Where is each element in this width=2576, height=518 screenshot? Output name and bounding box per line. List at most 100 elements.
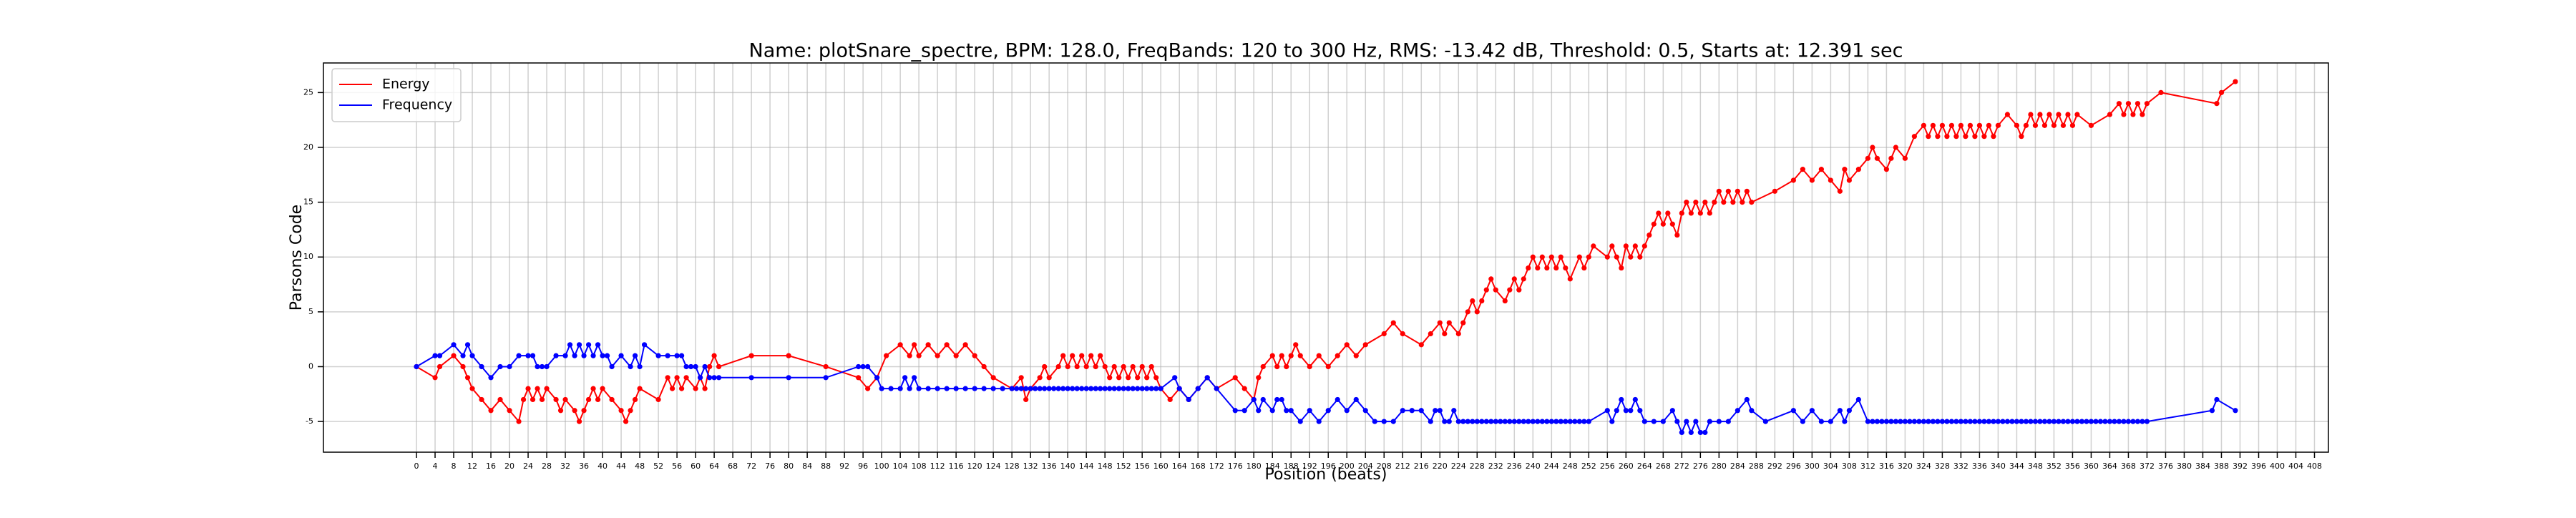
point-marker [1725, 188, 1731, 194]
point-marker [1083, 363, 1089, 370]
point-marker [1446, 320, 1452, 326]
point-marker [1390, 320, 1396, 326]
point-marker [1437, 320, 1443, 326]
point-marker [888, 386, 894, 391]
point-marker [1521, 276, 1526, 282]
point-marker [1344, 342, 1350, 348]
point-marker [972, 386, 977, 391]
point-marker [1307, 363, 1312, 370]
point-marker [944, 342, 950, 348]
point-marker [1256, 408, 1262, 414]
point-marker [1474, 309, 1480, 315]
point-marker [1948, 419, 1955, 424]
point-marker [1502, 298, 1508, 304]
point-marker [1065, 363, 1070, 370]
point-marker [674, 353, 680, 358]
point-marker [1907, 419, 1913, 424]
x-tick-label: 252 [1581, 461, 1596, 471]
x-tick-label: 348 [2028, 461, 2043, 471]
point-marker [1944, 134, 1950, 140]
point-marker [535, 386, 540, 391]
x-tick-label: 268 [1656, 461, 1671, 471]
point-marker [1307, 408, 1312, 414]
point-marker [1674, 419, 1680, 424]
point-marker [748, 353, 754, 358]
x-tick-label: 20 [504, 461, 514, 471]
x-tick-label: 28 [542, 461, 552, 471]
point-marker [1581, 265, 1587, 271]
point-marker [1842, 419, 1848, 424]
point-marker [702, 363, 708, 370]
x-tick-label: 168 [1191, 461, 1206, 471]
point-marker [1269, 353, 1275, 358]
point-marker [716, 363, 722, 370]
point-marker [1511, 276, 1517, 282]
point-marker [1586, 254, 1591, 260]
point-marker [1567, 419, 1573, 424]
point-marker [1535, 265, 1541, 271]
point-marker [1474, 419, 1480, 424]
point-marker [2056, 112, 2062, 117]
point-marker [1874, 419, 1880, 424]
x-tick-label: 324 [1916, 461, 1931, 471]
point-marker [1507, 287, 1513, 293]
x-tick-label: 92 [839, 461, 849, 471]
x-tick-label: 44 [616, 461, 626, 471]
point-marker [1498, 419, 1503, 424]
point-marker [1809, 177, 1815, 183]
point-marker [1544, 419, 1550, 424]
point-marker [1972, 419, 1978, 424]
point-marker [1037, 375, 1043, 381]
point-marker [1135, 375, 1141, 381]
point-marker [1707, 210, 1712, 216]
point-marker [884, 353, 889, 358]
point-marker [539, 363, 545, 370]
point-marker [581, 408, 587, 414]
point-marker [693, 363, 698, 370]
x-axis-label: Position (beats) [1265, 466, 1387, 484]
point-marker [432, 353, 438, 358]
point-marker [1581, 419, 1587, 424]
x-tick-label: 360 [2084, 461, 2099, 471]
point-marker [488, 408, 494, 414]
point-marker [1409, 408, 1415, 414]
point-marker [665, 353, 670, 358]
point-marker [907, 386, 912, 391]
point-marker [2028, 112, 2034, 117]
point-marker [1879, 419, 1885, 424]
x-tick-label: 320 [1898, 461, 1913, 471]
point-marker [520, 396, 527, 403]
point-marker [1930, 122, 1936, 128]
point-marker [1548, 254, 1554, 260]
point-marker [2121, 112, 2127, 117]
point-marker [585, 396, 592, 403]
point-marker [1604, 254, 1610, 260]
x-tick-label: 164 [1172, 461, 1187, 471]
point-marker [1986, 419, 1992, 424]
x-tick-label: 288 [1749, 461, 1764, 471]
point-marker [1725, 419, 1731, 424]
point-marker [1558, 419, 1563, 424]
point-marker [1553, 265, 1559, 271]
point-marker [981, 386, 987, 391]
point-marker [1093, 386, 1098, 391]
point-marker [1828, 177, 1833, 183]
point-marker [1446, 419, 1452, 424]
point-marker [1944, 419, 1950, 424]
point-marker [1591, 243, 1596, 249]
x-tick-label: 216 [1414, 461, 1429, 471]
x-tick-label: 212 [1395, 461, 1410, 471]
x-tick-label: 148 [1098, 461, 1113, 471]
point-marker [1353, 353, 1359, 358]
point-marker [1144, 386, 1150, 391]
point-marker [1455, 331, 1461, 337]
x-tick-label: 296 [1786, 461, 1801, 471]
point-marker [856, 375, 862, 381]
point-marker [1953, 134, 1959, 140]
point-marker [1018, 386, 1024, 391]
point-marker [576, 419, 582, 424]
point-marker [600, 386, 605, 391]
point-marker [2069, 122, 2076, 128]
point-marker [1316, 353, 1322, 358]
point-marker [1614, 254, 1619, 260]
